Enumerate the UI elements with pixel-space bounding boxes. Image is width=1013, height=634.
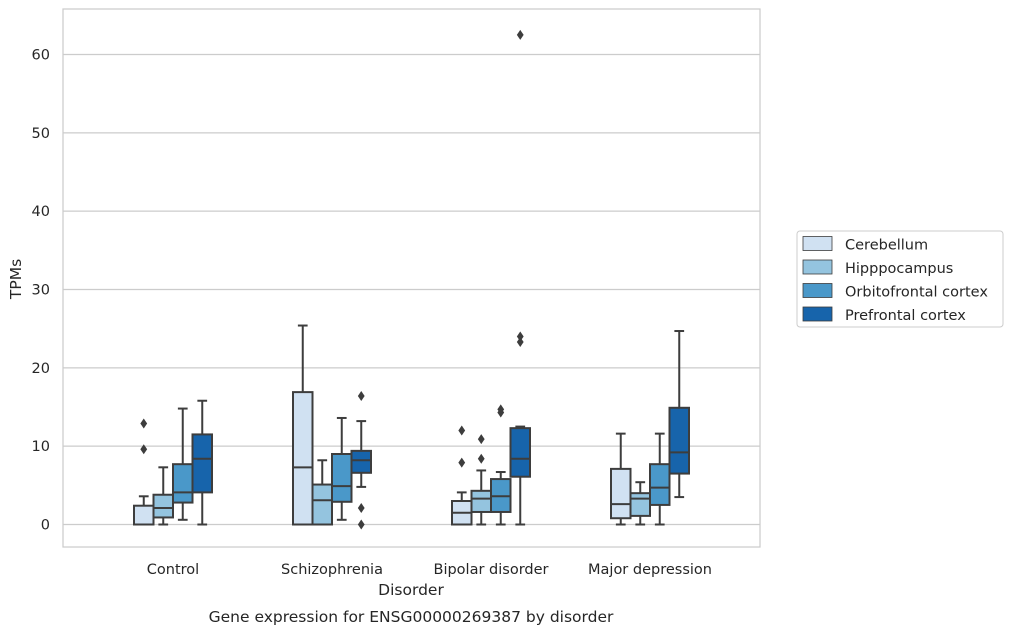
legend-swatch bbox=[802, 306, 833, 322]
box bbox=[133, 418, 155, 526]
y-tick-label: 30 bbox=[32, 283, 50, 299]
legend-swatch bbox=[802, 236, 833, 251]
outlier-point bbox=[357, 391, 365, 402]
outlier-point bbox=[497, 404, 505, 415]
gridlines bbox=[63, 53, 760, 526]
iqr-box bbox=[191, 433, 213, 494]
iqr-box bbox=[133, 504, 155, 526]
y-axis-label: TPMs bbox=[7, 259, 25, 300]
x-axis-ticks: Control Schizophrenia Bipolar disorder Majo… bbox=[147, 562, 712, 578]
outlier-point bbox=[516, 29, 524, 40]
y-tick-label: 20 bbox=[32, 361, 50, 377]
outlier-point bbox=[140, 418, 148, 429]
box bbox=[509, 29, 531, 526]
legend-label: Hipppocampus bbox=[845, 261, 953, 277]
outlier-point bbox=[458, 425, 466, 436]
y-tick-label: 50 bbox=[32, 126, 50, 142]
legend-swatch bbox=[802, 283, 833, 298]
legend-label: Prefrontal cortex bbox=[845, 308, 966, 324]
box bbox=[490, 404, 512, 526]
outlier-point bbox=[458, 457, 466, 468]
box bbox=[350, 391, 372, 530]
legend: Cerebellum Hipppocampus Orbitofrontal cort… bbox=[796, 230, 1004, 328]
iqr-box bbox=[629, 492, 651, 517]
iqr-box bbox=[331, 453, 353, 503]
legend-label: Cerebellum bbox=[845, 238, 928, 254]
outlier-point bbox=[516, 331, 524, 342]
chart-caption: Gene expression for ENSG00000269387 by d… bbox=[209, 608, 614, 626]
y-axis-ticks: 0 10 20 30 40 50 60 bbox=[32, 48, 50, 534]
iqr-box bbox=[292, 391, 314, 526]
box-series bbox=[133, 29, 690, 530]
outlier-point bbox=[477, 434, 485, 445]
iqr-box bbox=[311, 483, 333, 526]
iqr-box bbox=[470, 489, 492, 513]
plot-area-frame bbox=[62, 8, 761, 548]
box bbox=[629, 481, 651, 526]
box bbox=[668, 330, 690, 499]
x-tick-label: Schizophrenia bbox=[281, 562, 383, 578]
box bbox=[172, 407, 194, 521]
y-tick-label: 40 bbox=[32, 204, 50, 220]
iqr-box bbox=[509, 427, 531, 478]
outlier-point bbox=[477, 453, 485, 464]
box bbox=[152, 466, 174, 526]
outlier-point bbox=[140, 444, 148, 455]
x-tick-label: Bipolar disorder bbox=[434, 562, 549, 578]
box bbox=[191, 399, 213, 526]
box bbox=[470, 434, 492, 526]
x-tick-label: Major depression bbox=[588, 562, 712, 578]
y-tick-label: 10 bbox=[32, 439, 50, 455]
x-tick-label: Control bbox=[147, 562, 199, 578]
box bbox=[451, 425, 473, 526]
legend-label: Orbitofrontal cortex bbox=[845, 285, 988, 301]
box bbox=[292, 324, 314, 526]
outlier-point bbox=[357, 503, 365, 514]
legend-swatch bbox=[802, 259, 833, 275]
legend-frame bbox=[796, 230, 1004, 328]
y-tick-label: 60 bbox=[32, 48, 50, 64]
iqr-box bbox=[152, 493, 174, 519]
box bbox=[610, 432, 632, 526]
box bbox=[311, 459, 333, 526]
iqr-box bbox=[610, 467, 632, 520]
iqr-box bbox=[649, 463, 671, 506]
outlier-point bbox=[357, 519, 365, 530]
y-tick-label: 0 bbox=[41, 518, 50, 534]
box bbox=[331, 416, 353, 521]
iqr-box bbox=[172, 463, 194, 504]
x-axis-label: Disorder bbox=[378, 581, 444, 599]
outlier-point bbox=[516, 336, 524, 347]
iqr-box bbox=[668, 406, 690, 475]
box bbox=[649, 432, 671, 526]
iqr-box bbox=[350, 449, 372, 474]
